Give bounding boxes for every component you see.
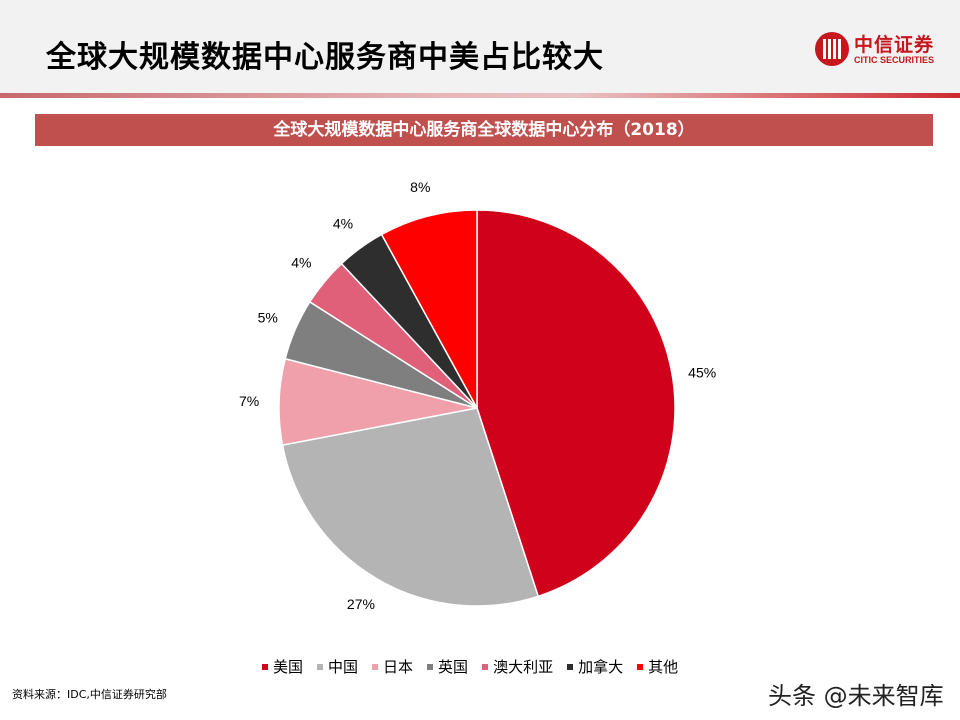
legend-item: 中国 (317, 656, 358, 677)
pie-slice-1 (281, 407, 540, 607)
data-label: 45% (688, 364, 716, 380)
logo-cn: 中信证券 (854, 34, 935, 56)
page-title: 全球大规模数据中心服务商中美占比较大 (46, 40, 604, 75)
data-label: 8% (410, 179, 430, 195)
legend-item: 加拿大 (567, 656, 623, 677)
legend-item: 美国 (262, 656, 303, 677)
legend-label: 日本 (383, 658, 414, 676)
legend-label: 美国 (273, 658, 304, 676)
legend-swatch (317, 663, 324, 670)
pie-slice-0 (476, 209, 676, 598)
source-note: 资料来源：IDC,中信证券研究部 (12, 688, 167, 701)
legend-swatch (427, 663, 434, 670)
legend-swatch (262, 663, 268, 670)
legend-swatch (482, 663, 489, 670)
legend-swatch (372, 663, 379, 670)
data-label: 5% (258, 309, 278, 325)
legend-label: 中国 (328, 658, 359, 676)
citic-logo: 中信证券 CITIC SECURITIES (815, 30, 945, 70)
legend-item: 澳大利亚 (482, 656, 553, 677)
legend-item: 英国 (427, 656, 468, 677)
logo-emblem-icon (815, 32, 849, 66)
legend: 美国 中国 日本 英国 澳大利亚 加拿大 其他 (262, 656, 678, 677)
header-divider (0, 93, 960, 98)
data-label: 4% (291, 255, 311, 271)
legend-label: 加拿大 (578, 658, 624, 676)
logo-en: CITIC SECURITIES (854, 55, 935, 65)
chart-title: 全球大规模数据中心服务商全球数据中心分布（2018） (35, 114, 933, 146)
data-label: 27% (347, 596, 375, 612)
legend-item: 日本 (372, 656, 413, 677)
legend-label: 澳大利亚 (493, 658, 554, 676)
legend-swatch (567, 663, 574, 670)
legend-item: 其他 (637, 656, 678, 677)
header: 全球大规模数据中心服务商中美占比较大 中信证券 CITIC SECURITIES (0, 0, 960, 93)
legend-swatch (637, 663, 644, 670)
legend-label: 英国 (438, 658, 469, 676)
data-label: 4% (333, 216, 353, 232)
legend-label: 其他 (648, 658, 679, 676)
pie-slice-6 (380, 209, 478, 409)
watermark: 头条 @未来智库 (768, 682, 944, 710)
data-label: 7% (239, 393, 259, 409)
